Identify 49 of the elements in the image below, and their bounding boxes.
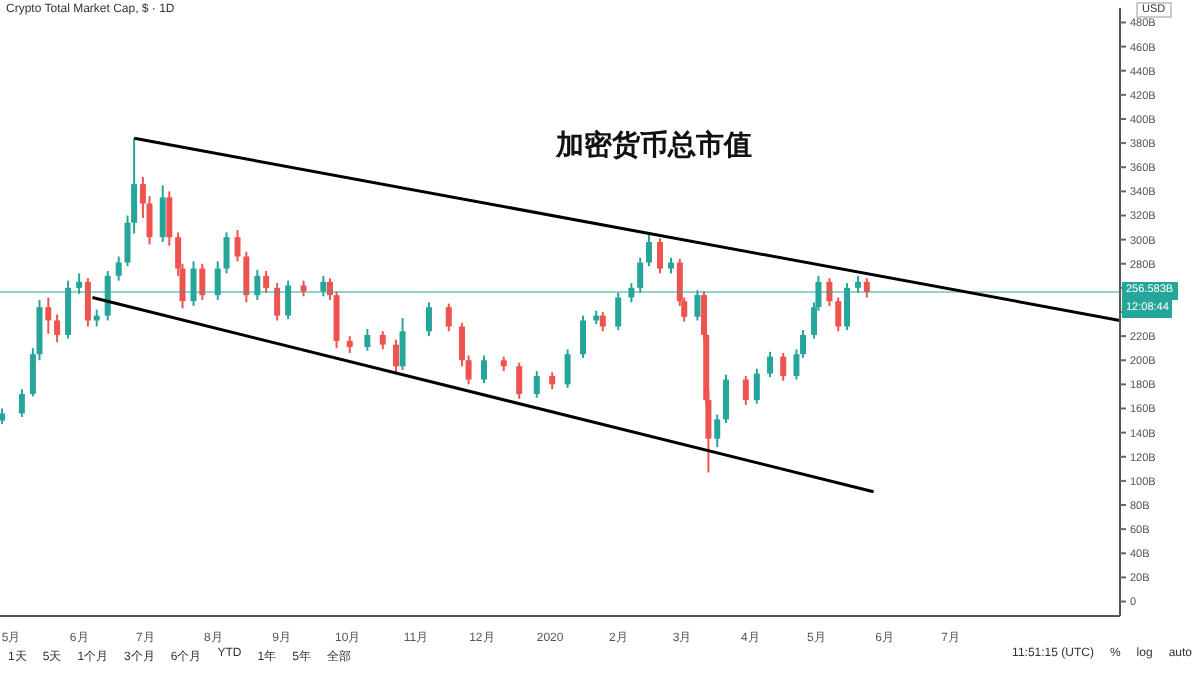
candlestick [533, 370, 540, 399]
candlestick [320, 274, 327, 298]
candlestick [844, 282, 851, 332]
candlestick [115, 255, 122, 282]
text: 加密货币总市值 [556, 128, 752, 164]
candlestick [637, 256, 644, 294]
candlestick [214, 260, 221, 301]
candlestick [742, 374, 749, 406]
candlestick [65, 279, 72, 340]
candlestick [579, 314, 586, 359]
candlestick [379, 330, 386, 351]
candlestick [159, 184, 166, 244]
candlestick [516, 361, 523, 400]
candlestick [780, 352, 787, 382]
candlestick [254, 268, 261, 301]
candlestick [45, 296, 52, 335]
candlestick [18, 388, 25, 418]
candlestick [285, 279, 292, 321]
candlestick [166, 190, 173, 247]
candlestick [392, 338, 399, 374]
candlestick [714, 413, 721, 449]
candlestick [835, 296, 842, 333]
candlestick [480, 354, 487, 385]
candlestick [628, 282, 635, 304]
candlestick [364, 327, 371, 352]
candlestick [223, 231, 230, 275]
candlestick [445, 302, 452, 333]
candlestick [425, 301, 432, 338]
candlestick [767, 350, 774, 379]
candlestick [274, 282, 281, 322]
candlestick [646, 232, 653, 268]
candlestick [199, 262, 206, 301]
candlestick [599, 311, 606, 333]
candlestick [564, 348, 571, 389]
candlestick [615, 291, 622, 332]
candlestick [190, 260, 197, 307]
candlestick [657, 237, 664, 275]
candlestick [84, 277, 91, 328]
candlestick [76, 272, 83, 295]
candlestick [263, 269, 270, 294]
candlestick [243, 250, 250, 304]
candlestick [863, 277, 870, 299]
candlestick [826, 277, 833, 307]
candlestick [723, 373, 730, 424]
candlestick [234, 228, 241, 263]
candlestick [399, 317, 406, 371]
candlestick [694, 289, 701, 322]
candlestick [54, 313, 61, 344]
candlestick [753, 367, 760, 405]
